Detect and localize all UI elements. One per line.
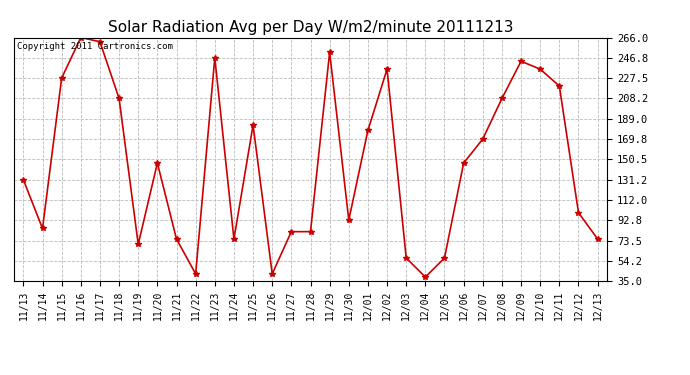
Text: Copyright 2011 Cartronics.com: Copyright 2011 Cartronics.com	[17, 42, 172, 51]
Title: Solar Radiation Avg per Day W/m2/minute 20111213: Solar Radiation Avg per Day W/m2/minute …	[108, 20, 513, 35]
